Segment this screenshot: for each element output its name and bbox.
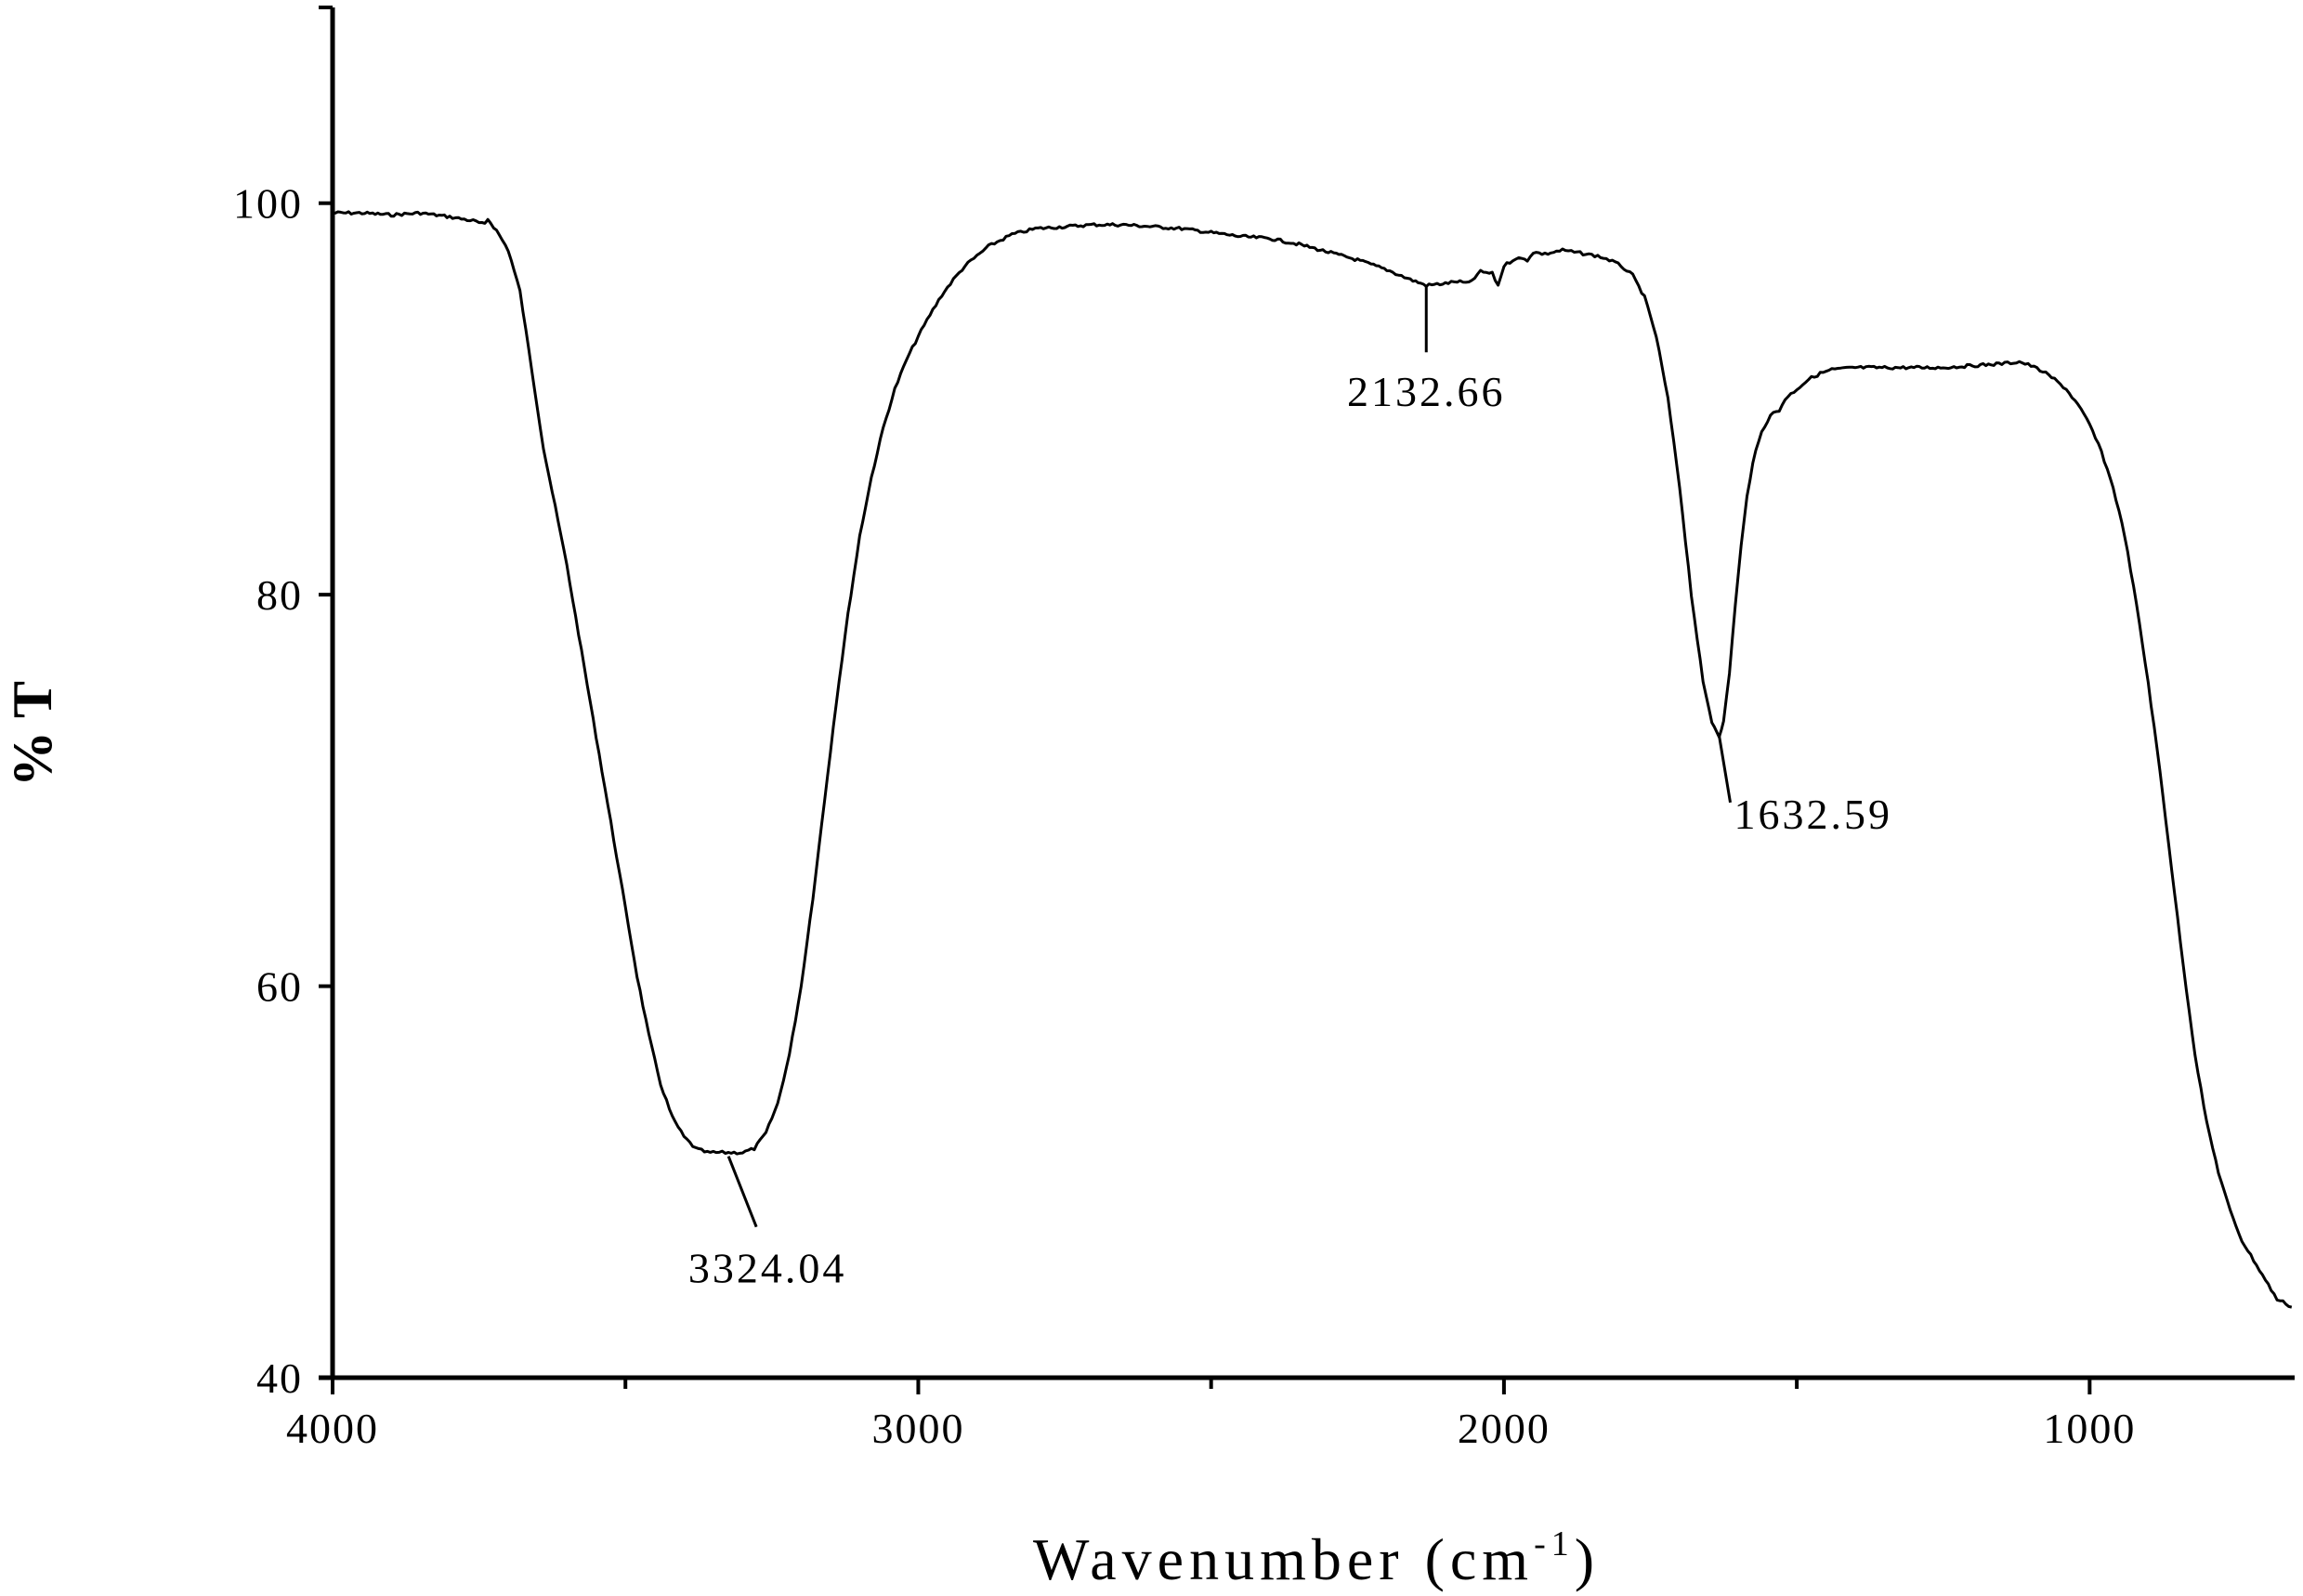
x-tick-label-4000: 4000	[286, 1405, 379, 1452]
y-tick-label-60: 60	[256, 963, 303, 1011]
peak-label-1: 2132.66	[1347, 368, 1506, 415]
x-tick-label-3000: 3000	[871, 1405, 964, 1452]
peak-label-2: 1632.59	[1734, 791, 1893, 838]
y-axis-title: % T	[2, 681, 63, 787]
x-tick-label-2000: 2000	[1458, 1405, 1551, 1452]
y-ticks: 100 80 60 40	[233, 180, 333, 1402]
y-tick-label-100: 100	[233, 180, 303, 228]
annotation-leader-2	[1718, 735, 1733, 804]
x-ticks: 4000 3000 2000 1000	[286, 1378, 2136, 1452]
spectrum-line	[332, 210, 2293, 1309]
peak-label-0: 3324.04	[688, 1245, 847, 1292]
axes	[319, 6, 2295, 1380]
x-axis-title: Wavenumber (cm-1)	[1033, 1524, 1600, 1592]
y-tick-label-80: 80	[256, 571, 303, 619]
annotation-leader-0	[726, 1156, 758, 1228]
x-tick-label-1000: 1000	[2043, 1405, 2136, 1452]
peak-annotations: 3324.04 2132.66 1632.59	[688, 285, 1893, 1292]
y-tick-label-40: 40	[256, 1354, 303, 1402]
